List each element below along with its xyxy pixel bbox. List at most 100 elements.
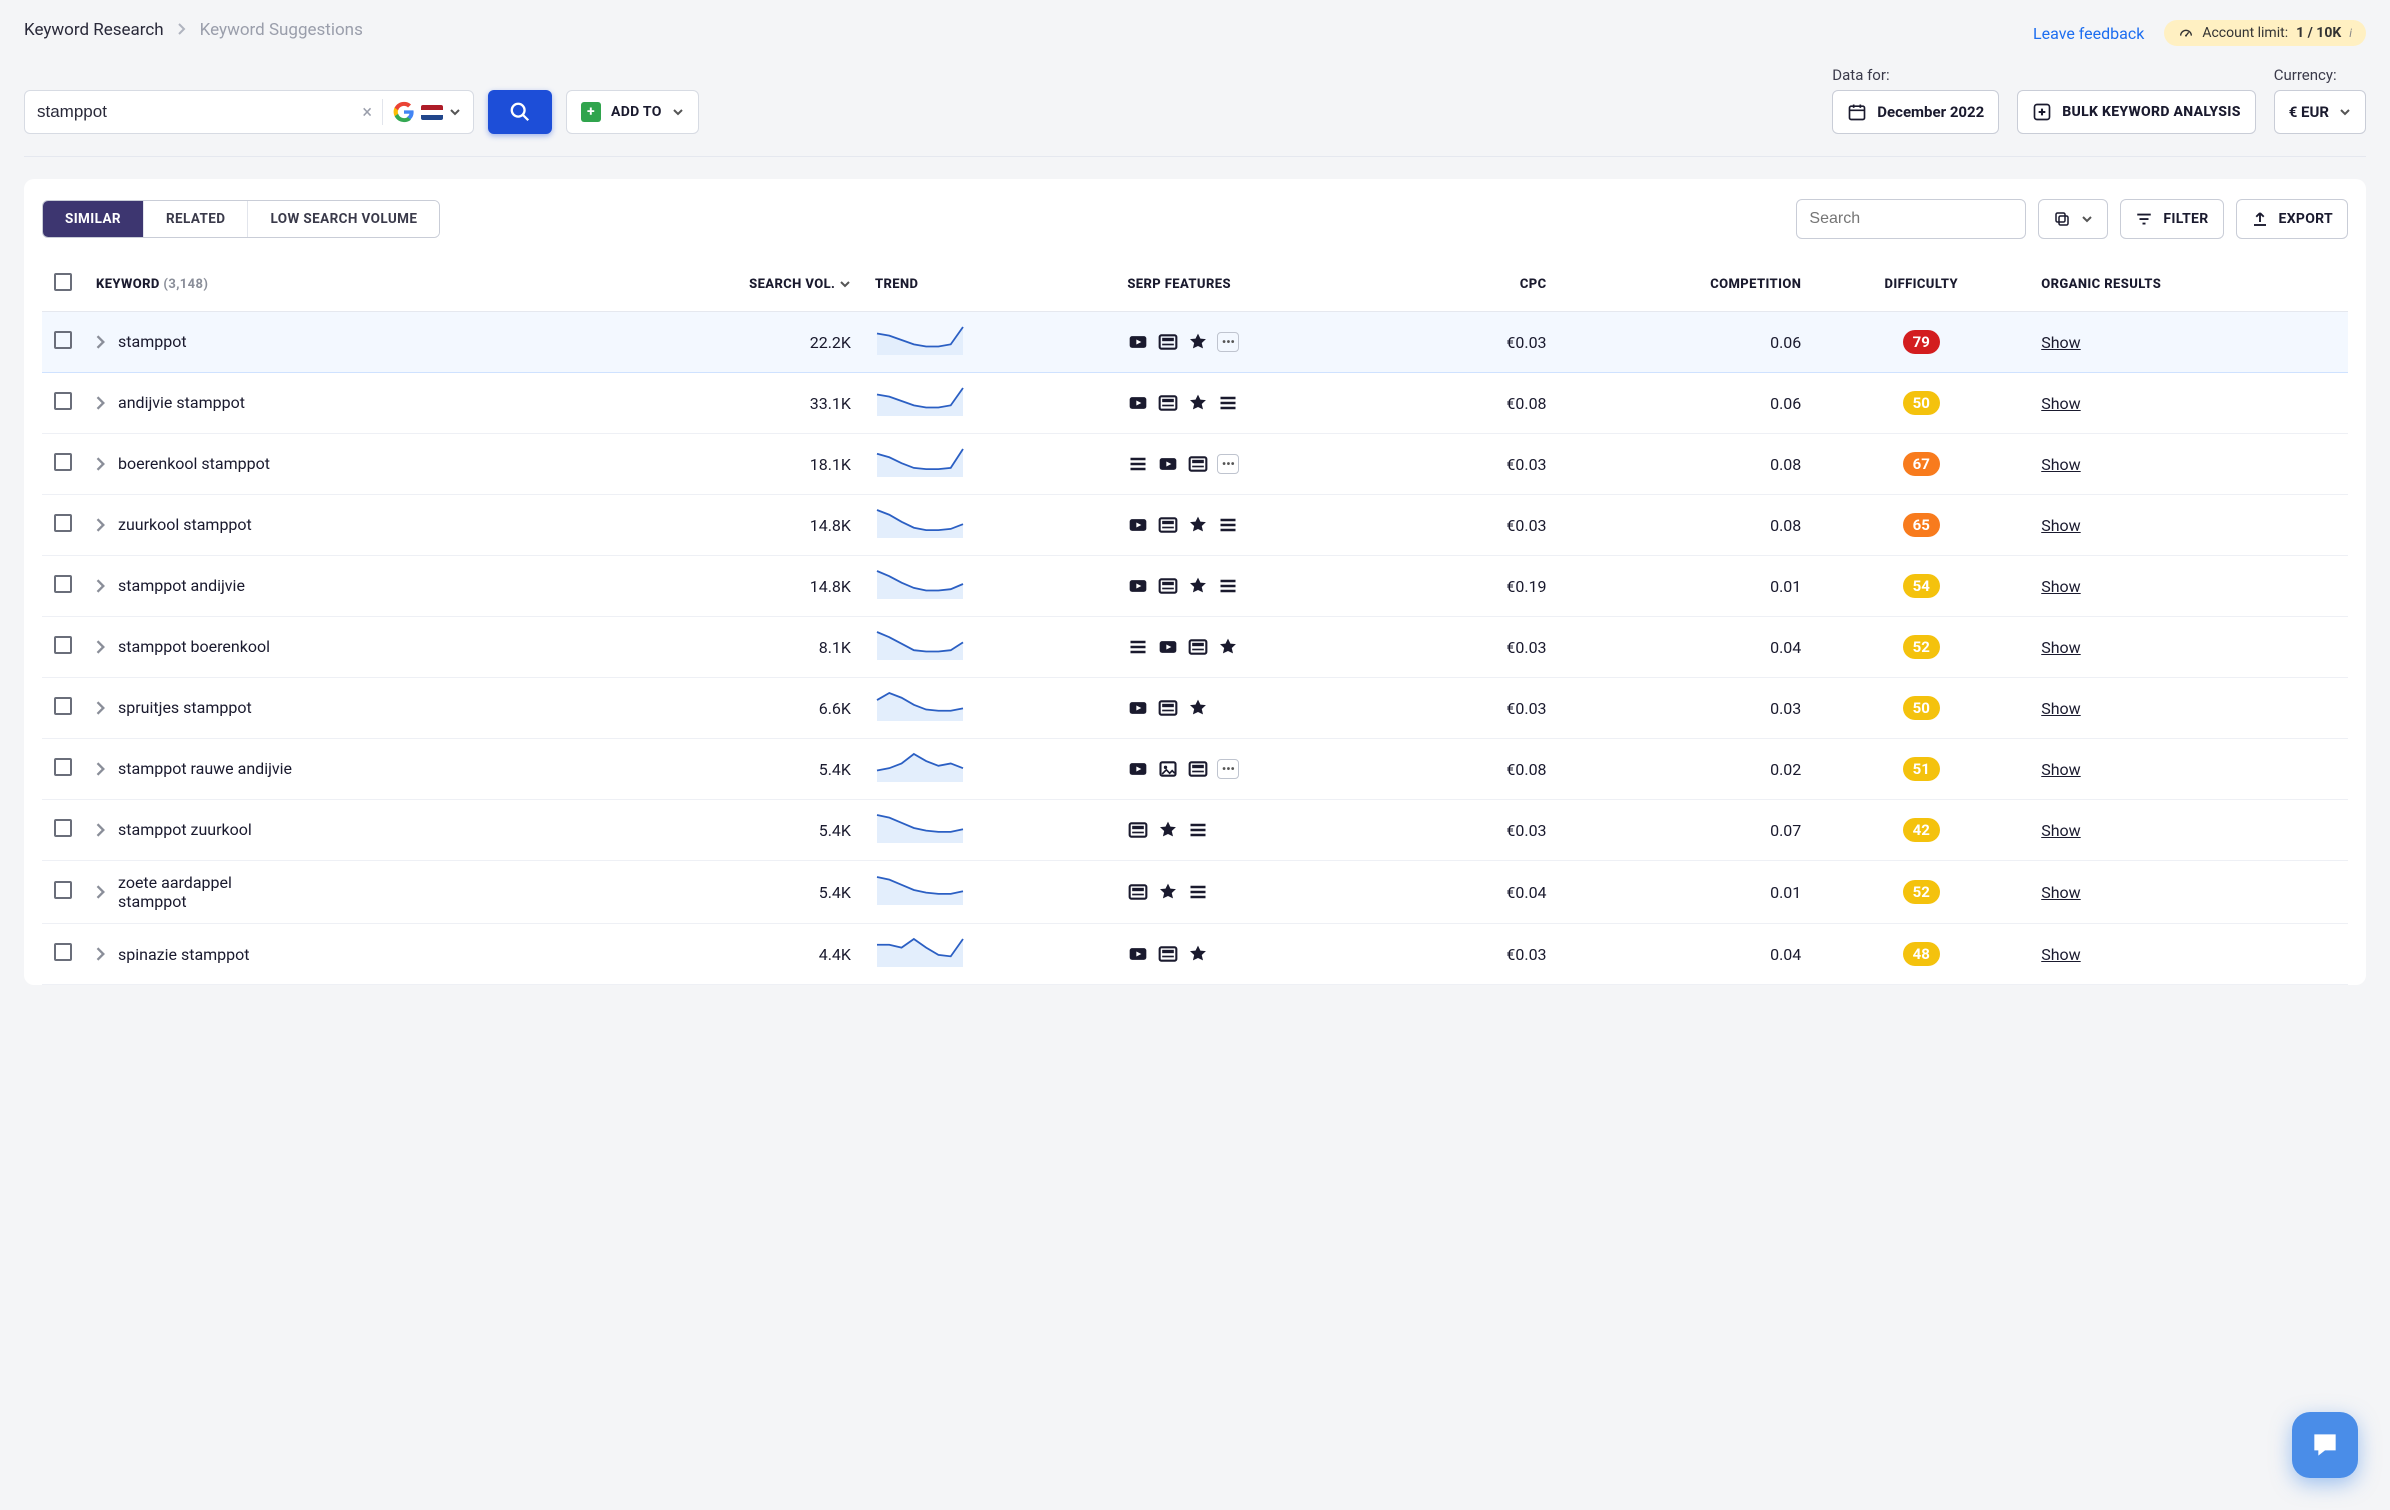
export-button[interactable]: EXPORT: [2236, 199, 2348, 239]
serp-video-icon[interactable]: [1127, 698, 1149, 718]
serp-lines-icon[interactable]: [1187, 882, 1209, 902]
expand-row-icon[interactable]: [96, 701, 106, 715]
expand-row-icon[interactable]: [96, 885, 106, 899]
serp-lines-icon[interactable]: [1217, 393, 1239, 413]
row-checkbox[interactable]: [54, 514, 72, 532]
keyword-text[interactable]: stamppot: [118, 332, 187, 351]
expand-row-icon[interactable]: [96, 518, 106, 532]
serp-lines-icon[interactable]: [1217, 515, 1239, 535]
serp-star-icon[interactable]: [1187, 515, 1209, 535]
col-organic[interactable]: ORGANIC RESULTS: [2029, 257, 2348, 312]
search-button[interactable]: [488, 90, 552, 134]
keyword-text[interactable]: spruitjes stamppot: [118, 698, 252, 717]
table-search-box[interactable]: [1796, 199, 2026, 239]
serp-card-icon[interactable]: [1157, 393, 1179, 413]
serp-video-icon[interactable]: [1127, 759, 1149, 779]
add-to-button[interactable]: + ADD TO: [566, 90, 699, 134]
serp-card-icon[interactable]: [1157, 332, 1179, 352]
serp-lines-icon[interactable]: [1187, 820, 1209, 840]
show-organic-link[interactable]: Show: [2041, 333, 2080, 352]
clear-input-icon[interactable]: ×: [362, 102, 372, 123]
serp-more-icon[interactable]: •••: [1217, 332, 1239, 352]
col-keyword[interactable]: KEYWORD (3,148): [84, 257, 584, 312]
serp-star-icon[interactable]: [1157, 820, 1179, 840]
expand-row-icon[interactable]: [96, 396, 106, 410]
expand-row-icon[interactable]: [96, 823, 106, 837]
keyword-text[interactable]: spinazie stamppot: [118, 945, 250, 964]
col-volume[interactable]: SEARCH VOL.: [584, 257, 863, 312]
row-checkbox[interactable]: [54, 881, 72, 899]
row-checkbox[interactable]: [54, 819, 72, 837]
serp-card-icon[interactable]: [1157, 515, 1179, 535]
keyword-search-box[interactable]: ×: [24, 90, 474, 134]
row-checkbox[interactable]: [54, 636, 72, 654]
serp-video-icon[interactable]: [1127, 393, 1149, 413]
serp-card-icon[interactable]: [1187, 759, 1209, 779]
show-organic-link[interactable]: Show: [2041, 638, 2080, 657]
serp-video-icon[interactable]: [1127, 944, 1149, 964]
keyword-text[interactable]: boerenkool stamppot: [118, 454, 270, 473]
serp-star-icon[interactable]: [1187, 332, 1209, 352]
serp-video-icon[interactable]: [1127, 576, 1149, 596]
leave-feedback-link[interactable]: Leave feedback: [2033, 24, 2144, 43]
show-organic-link[interactable]: Show: [2041, 760, 2080, 779]
row-checkbox[interactable]: [54, 331, 72, 349]
show-organic-link[interactable]: Show: [2041, 577, 2080, 596]
show-organic-link[interactable]: Show: [2041, 455, 2080, 474]
show-organic-link[interactable]: Show: [2041, 394, 2080, 413]
keyword-text[interactable]: stamppot rauwe andijvie: [118, 759, 292, 778]
currency-selector[interactable]: € EUR: [2274, 90, 2366, 134]
show-organic-link[interactable]: Show: [2041, 945, 2080, 964]
expand-row-icon[interactable]: [96, 335, 106, 349]
show-organic-link[interactable]: Show: [2041, 821, 2080, 840]
row-checkbox[interactable]: [54, 758, 72, 776]
keyword-text[interactable]: andijvie stamppot: [118, 393, 245, 412]
serp-lines-icon[interactable]: [1127, 454, 1149, 474]
row-checkbox[interactable]: [54, 943, 72, 961]
bulk-analysis-button[interactable]: BULK KEYWORD ANALYSIS: [2017, 90, 2255, 134]
row-checkbox[interactable]: [54, 392, 72, 410]
select-all-checkbox[interactable]: [54, 273, 72, 291]
date-selector[interactable]: December 2022: [1832, 90, 1999, 134]
serp-card-icon[interactable]: [1187, 454, 1209, 474]
expand-row-icon[interactable]: [96, 640, 106, 654]
keyword-text[interactable]: zuurkool stamppot: [118, 515, 252, 534]
serp-image-icon[interactable]: [1157, 759, 1179, 779]
serp-more-icon[interactable]: •••: [1217, 454, 1239, 474]
col-difficulty[interactable]: DIFFICULTY: [1813, 257, 2029, 312]
serp-video-icon[interactable]: [1127, 515, 1149, 535]
keyword-search-input[interactable]: [37, 102, 352, 122]
keyword-text[interactable]: zoete aardappel stamppot: [118, 873, 298, 911]
breadcrumb-level1[interactable]: Keyword Research: [24, 20, 164, 40]
col-serp[interactable]: SERP FEATURES: [1115, 257, 1416, 312]
keyword-text[interactable]: stamppot andijvie: [118, 576, 245, 595]
table-search-input[interactable]: [1809, 210, 2016, 228]
tab-related[interactable]: RELATED: [143, 201, 247, 237]
col-trend[interactable]: TREND: [863, 257, 1115, 312]
expand-row-icon[interactable]: [96, 762, 106, 776]
keyword-text[interactable]: stamppot boerenkool: [118, 637, 270, 656]
serp-star-icon[interactable]: [1187, 576, 1209, 596]
serp-star-icon[interactable]: [1157, 882, 1179, 902]
filter-button[interactable]: FILTER: [2120, 199, 2223, 239]
serp-card-icon[interactable]: [1157, 576, 1179, 596]
account-limit-badge[interactable]: Account limit: 1 / 10K i: [2164, 20, 2366, 46]
serp-card-icon[interactable]: [1157, 698, 1179, 718]
keyword-text[interactable]: stamppot zuurkool: [118, 820, 252, 839]
serp-card-icon[interactable]: [1127, 882, 1149, 902]
expand-row-icon[interactable]: [96, 947, 106, 961]
show-organic-link[interactable]: Show: [2041, 699, 2080, 718]
serp-star-icon[interactable]: [1187, 393, 1209, 413]
serp-card-icon[interactable]: [1127, 820, 1149, 840]
expand-row-icon[interactable]: [96, 457, 106, 471]
row-checkbox[interactable]: [54, 575, 72, 593]
serp-more-icon[interactable]: •••: [1217, 759, 1239, 779]
col-competition[interactable]: COMPETITION: [1559, 257, 1814, 312]
tab-similar[interactable]: SIMILAR: [43, 201, 143, 237]
serp-star-icon[interactable]: [1187, 944, 1209, 964]
serp-video-icon[interactable]: [1157, 454, 1179, 474]
serp-lines-icon[interactable]: [1127, 637, 1149, 657]
serp-video-icon[interactable]: [1127, 332, 1149, 352]
serp-card-icon[interactable]: [1157, 944, 1179, 964]
tab-low-search-volume[interactable]: LOW SEARCH VOLUME: [247, 201, 439, 237]
